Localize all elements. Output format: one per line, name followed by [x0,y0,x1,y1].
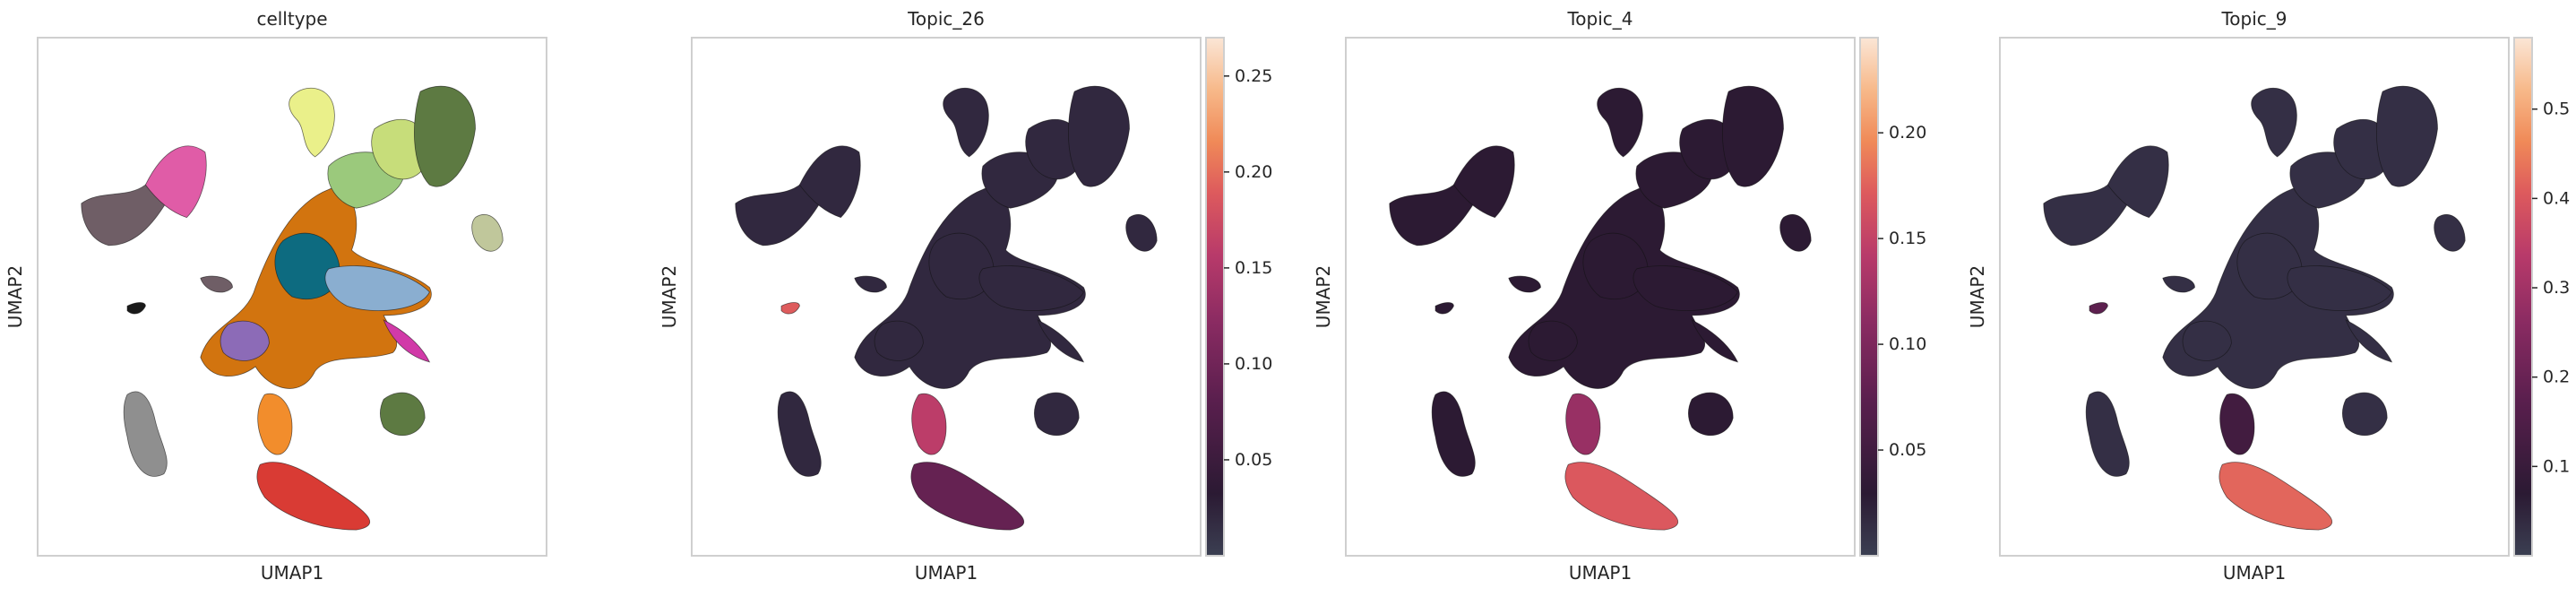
cluster-16 [257,393,293,455]
panel-3: Topic_9 UMAP1 UMAP2 0.1 0.2 0.3 0.4 0.5 [1967,8,2570,584]
cluster-7 [289,87,335,158]
cluster-6 [1722,85,1784,187]
cluster-16 [2219,393,2255,455]
cluster-9 [144,145,207,219]
cluster-7 [1597,87,1643,158]
colorbar-tick-label: 0.05 [1235,450,1272,470]
cluster-3 [2182,320,2232,361]
cluster-9 [1452,145,1515,219]
cluster-11 [1779,213,1812,252]
x-axis-label: UMAP1 [915,562,978,584]
colorbar-tick-label: 0.15 [1235,258,1272,278]
cluster-11 [471,213,504,252]
colorbar-frame [1205,37,1225,557]
cluster-15 [2089,302,2108,315]
cluster-11 [2434,213,2466,252]
panel-title: celltype [256,8,327,30]
cluster-17 [910,462,1024,531]
cluster-13 [1033,392,1080,437]
cluster-2 [1633,265,1738,311]
x-axis-label: UMAP1 [1569,562,1632,584]
scatter-points [2043,85,2466,531]
cluster-13 [1687,392,1734,437]
colorbar-tick-label: 0.20 [1889,123,1926,143]
colorbar-tick-label: 0.1 [2543,456,2570,476]
cluster-12 [200,275,233,293]
cluster-12 [854,275,887,293]
cluster-13 [379,392,426,437]
scatter-points [81,85,504,531]
cluster-15 [126,302,146,315]
y-axis-label: UMAP2 [659,265,680,328]
cluster-3 [874,320,924,361]
cluster-17 [256,462,370,531]
cluster-16 [911,393,947,455]
panel-title: Topic_26 [907,8,985,30]
colorbar-tick-label: 0.10 [1235,354,1272,374]
colorbar-tick-label: 0.3 [2543,278,2570,298]
cluster-6 [1068,85,1130,187]
cluster-12 [1508,275,1541,293]
cluster-10 [383,319,431,363]
x-axis-label: UMAP1 [261,562,323,584]
colorbar: 0.05 0.10 0.15 0.20 [1859,37,1926,557]
cluster-2 [2287,265,2392,311]
cluster-10 [1691,319,1739,363]
cluster-15 [780,302,800,315]
colorbar: 0.05 0.10 0.15 0.20 0.25 [1205,37,1272,557]
x-axis-label: UMAP1 [2223,562,2286,584]
cluster-7 [2251,87,2297,158]
colorbar-frame [2513,37,2533,557]
cluster-3 [220,320,270,361]
colorbar-tick-label: 0.15 [1889,229,1926,248]
panel-title: Topic_4 [1566,8,1633,30]
panel-2: Topic_4 UMAP1 UMAP2 0.05 0.10 0.15 0.20 [1313,8,1926,584]
panel-1: Topic_26 UMAP1 UMAP2 0.05 0.10 0.15 0.20 0.25 [659,8,1272,584]
cluster-10 [1037,319,1085,363]
cluster-14 [777,391,822,477]
cluster-9 [798,145,861,219]
panel-0: celltype UMAP1 UMAP2 [4,8,547,584]
panel-title: Topic_9 [2220,8,2287,30]
cluster-14 [123,391,168,477]
colorbar-gradient [1860,38,1878,556]
colorbar-tick-label: 0.20 [1235,162,1272,182]
scatter-points [1389,85,1812,531]
cluster-14 [2085,391,2130,477]
cluster-2 [978,265,1084,311]
cluster-15 [1434,302,1454,315]
cluster-11 [1125,213,1158,252]
cluster-3 [1528,320,1578,361]
cluster-16 [1565,393,1601,455]
colorbar-gradient [2514,38,2532,556]
cluster-14 [1431,391,1476,477]
cluster-17 [1564,462,1678,531]
cluster-7 [943,87,989,158]
cluster-10 [2345,319,2393,363]
cluster-6 [414,85,476,187]
y-axis-label: UMAP2 [1313,265,1334,328]
colorbar-frame [1859,37,1879,557]
colorbar-tick-label: 0.05 [1889,440,1926,460]
colorbar-tick-label: 0.25 [1235,66,1272,86]
colorbar-tick-label: 0.10 [1889,334,1926,354]
cluster-6 [2376,85,2438,187]
colorbar-gradient [1206,38,1224,556]
colorbar-tick-label: 0.5 [2543,100,2570,119]
colorbar-tick-label: 0.2 [2543,368,2570,387]
scatter-points [735,85,1158,531]
cluster-2 [324,265,430,311]
colorbar: 0.1 0.2 0.3 0.4 0.5 [2513,37,2570,557]
cluster-9 [2106,145,2169,219]
colorbar-tick-label: 0.4 [2543,188,2570,208]
y-axis-label: UMAP2 [1967,265,1988,328]
cluster-12 [2162,275,2195,293]
cluster-17 [2218,462,2332,531]
y-axis-label: UMAP2 [4,265,26,328]
cluster-13 [2341,392,2388,437]
